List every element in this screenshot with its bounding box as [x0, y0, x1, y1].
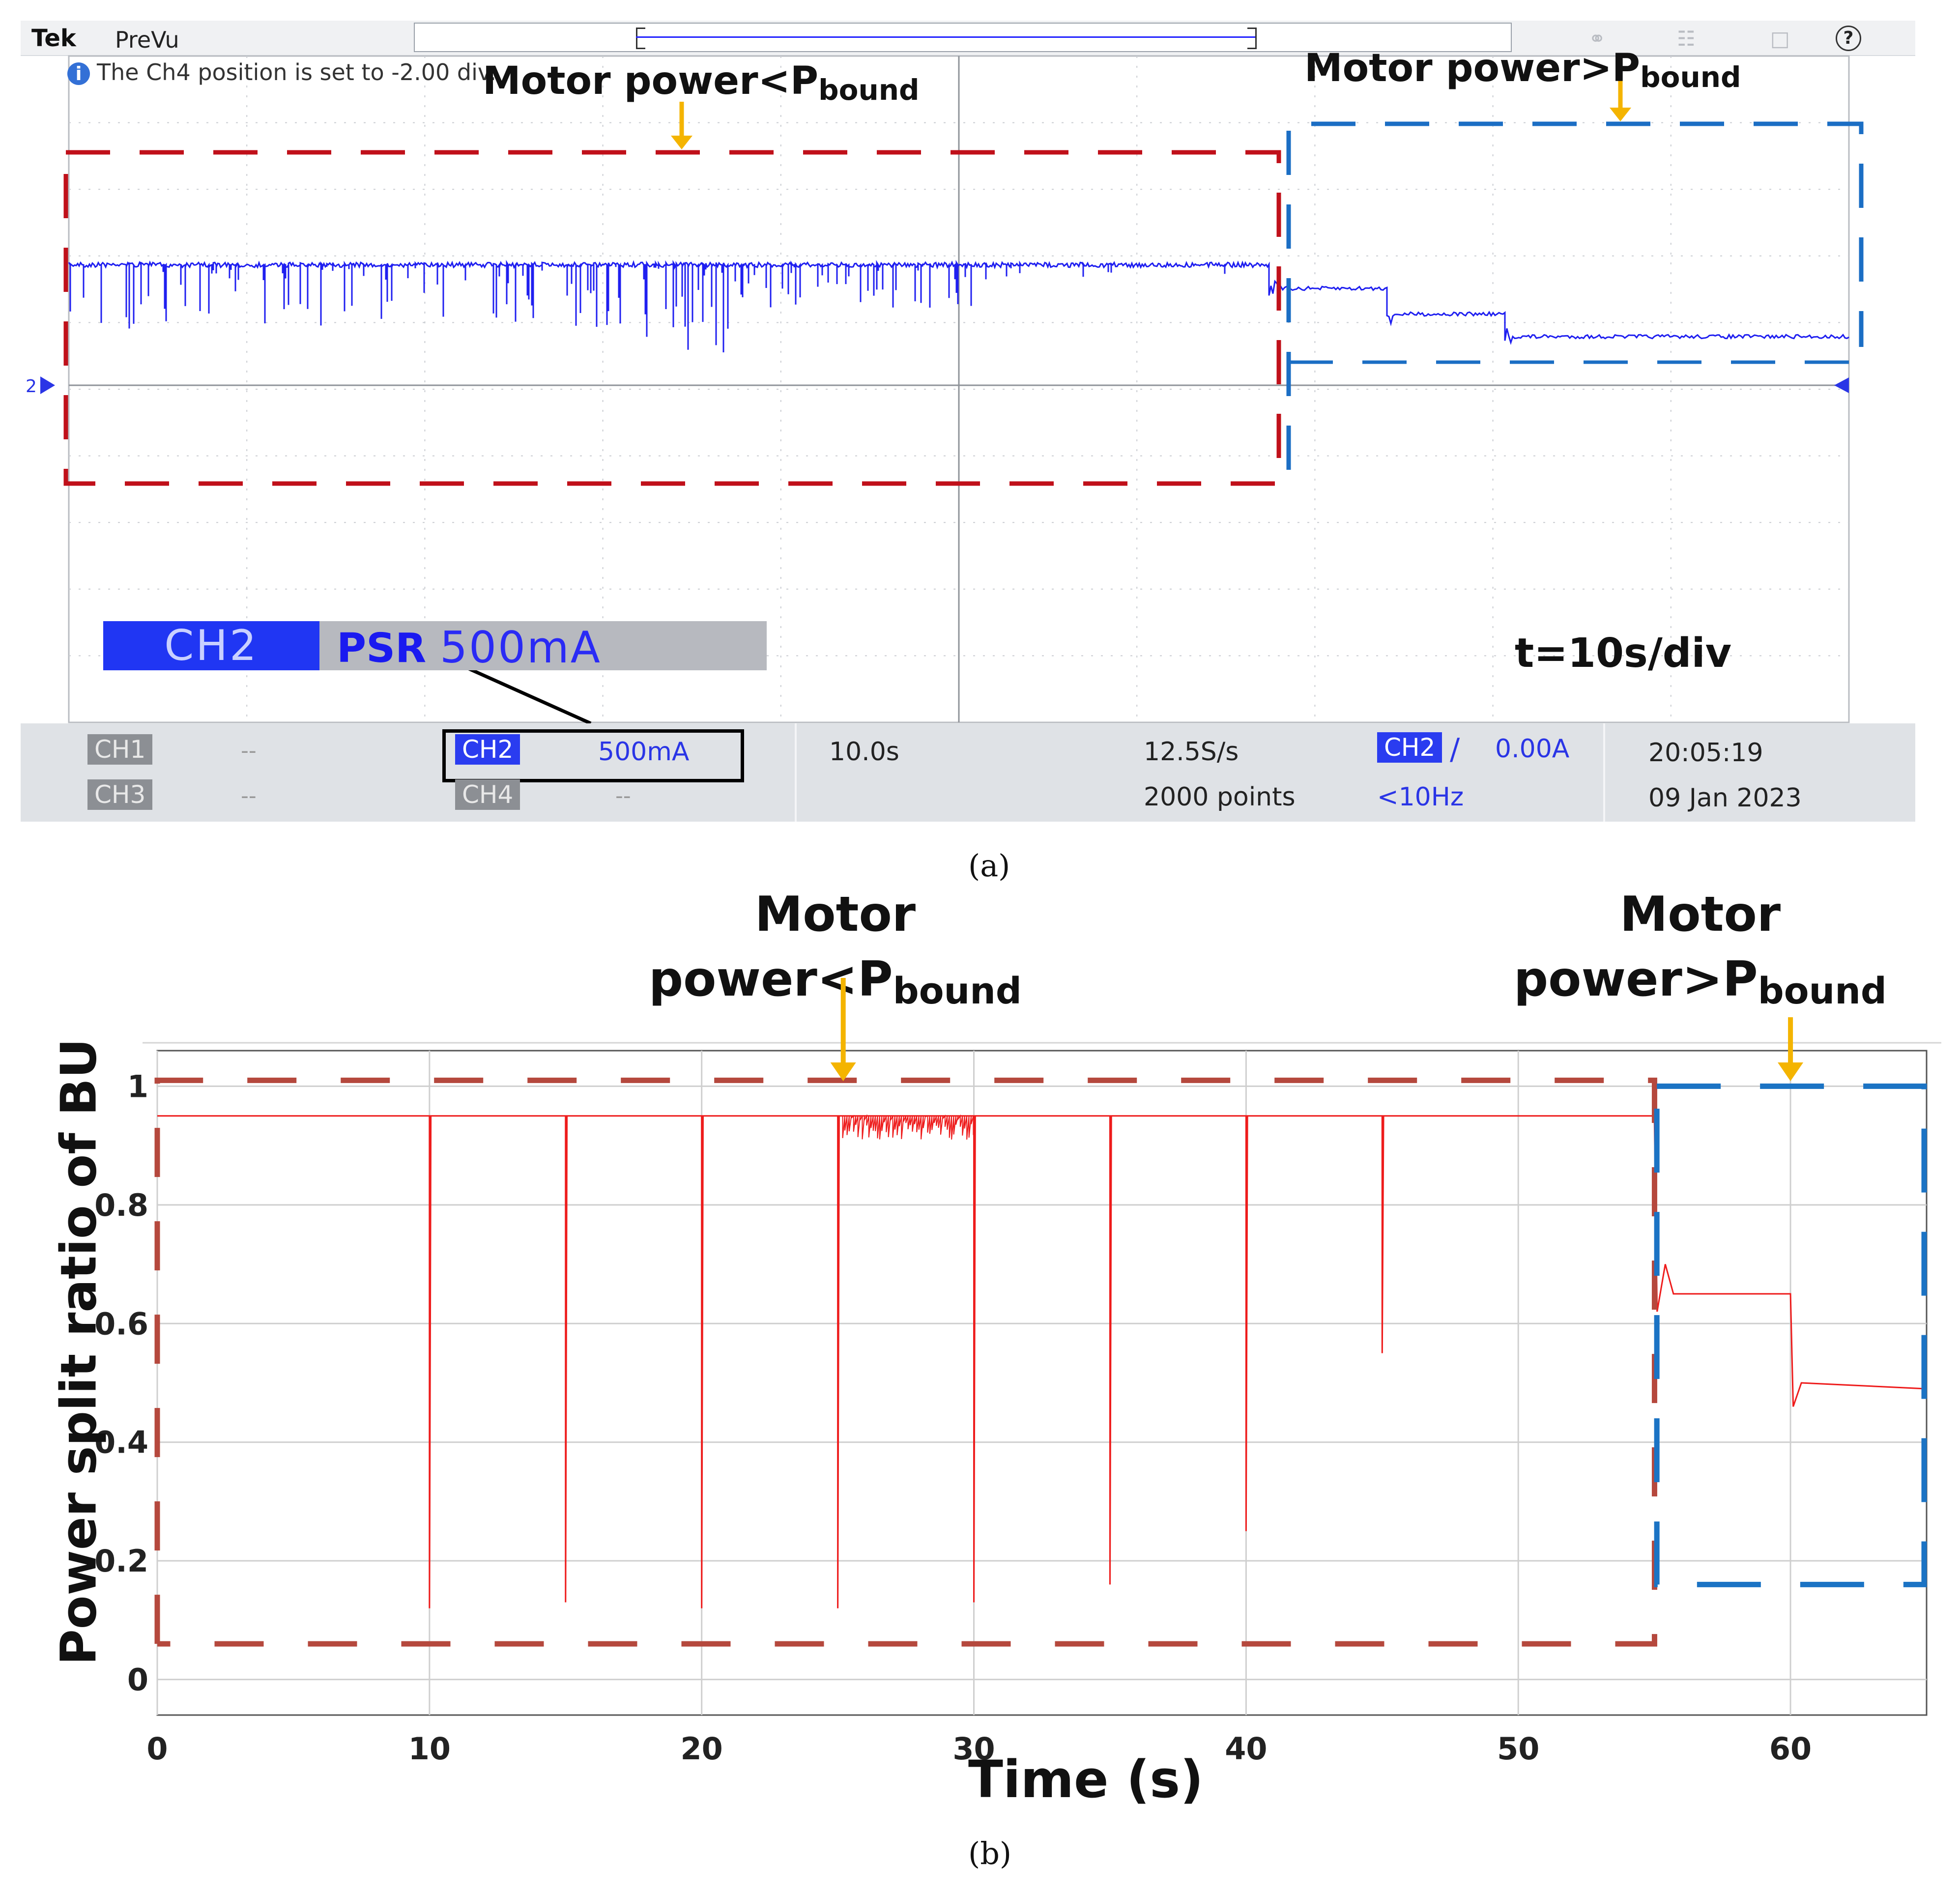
x-tick-label: 0 — [146, 1731, 168, 1767]
x-tick-label: 40 — [1225, 1731, 1267, 1767]
plot-annotation-above-line2: power>Pbound — [1514, 947, 1887, 1016]
export-icon[interactable]: □ — [1770, 27, 1790, 51]
channel-badge: CH2 — [103, 621, 319, 670]
caption-b: (b) — [968, 1835, 1012, 1871]
message-text: The Ch4 position is set to -2.00 div. — [97, 59, 497, 86]
status-bar: CH1 -- CH3 -- CH2 500mA CH4 -- 10.0s 12.… — [21, 723, 1915, 822]
help-icon[interactable]: ? — [1836, 26, 1861, 51]
annotation-below-main: Motor power<P — [483, 59, 819, 103]
status-divider — [1603, 723, 1605, 822]
channel-name: PSR — [337, 625, 427, 672]
y-axis-label: Power split ratio of BU — [50, 1038, 108, 1665]
x-axis-label: Time (s) — [968, 1749, 1204, 1809]
ch4-value: -- — [615, 783, 631, 808]
scope-graticule: 2 — [26, 55, 1864, 725]
trigger-source-badge[interactable]: CH2 — [1377, 732, 1442, 763]
oscilloscope-panel: Tek PreVu ⚭ ☷ □ ? 2 i The Ch4 position is… — [21, 21, 1915, 822]
annotation-below-sub: bound — [818, 73, 920, 107]
y-tick-label: 0.8 — [94, 1187, 148, 1223]
above-bound-box — [1286, 121, 1864, 470]
ch1-value: -- — [241, 738, 257, 763]
ch1-badge[interactable]: CH1 — [87, 734, 153, 765]
trigger-level: 0.00A — [1495, 734, 1570, 764]
plot-annotation-above-line1: Motor — [1619, 887, 1781, 943]
timebase-label: t=10s/div — [1515, 630, 1732, 677]
plot-annotation-arrowhead — [830, 1062, 856, 1081]
annotation-above-bound: Motor power>Pbound — [1304, 46, 1741, 94]
annotation-above-sub: bound — [1640, 60, 1741, 94]
annotation-arrowhead — [671, 136, 692, 149]
clock-date: 09 Jan 2023 — [1648, 783, 1802, 813]
annotation-below-bound: Motor power<Pbound — [483, 59, 920, 107]
info-icon: i — [67, 62, 90, 85]
ch2-badge[interactable]: CH2 — [455, 734, 520, 765]
region-above-bound — [1654, 1083, 1927, 1587]
y-tick-label: 0.4 — [94, 1425, 148, 1460]
wifi-icon[interactable]: ⚭ — [1588, 27, 1606, 51]
x-tick-label: 60 — [1769, 1731, 1812, 1767]
ground-marker-label: 2 — [26, 376, 37, 397]
series-ripple — [840, 1114, 974, 1140]
ch3-badge[interactable]: CH3 — [87, 779, 153, 810]
y-tick-label: 0 — [127, 1662, 148, 1698]
annotation-above-main: Motor power>P — [1304, 46, 1641, 90]
ground-marker — [40, 376, 55, 394]
plot-annotation-below-line1: Motor — [754, 887, 916, 943]
horizontal-scale[interactable]: 10.0s — [829, 737, 899, 767]
plot-annotation-below-main: power<P — [649, 951, 893, 1008]
record-end-bracket — [1247, 28, 1257, 49]
rising-edge-icon: ∕ — [1450, 732, 1460, 767]
ch4-badge[interactable]: CH4 — [455, 779, 520, 810]
plot-annotation-below-line2: power<Pbound — [649, 947, 1022, 1016]
plot-area — [156, 1050, 1928, 1716]
record-view-bar[interactable] — [414, 23, 1512, 52]
y-tick-label: 0.6 — [94, 1306, 148, 1342]
plot-annotation-above-sub: bound — [1758, 970, 1887, 1013]
record-length: 2000 points — [1144, 782, 1296, 812]
y-tick-label: 0.2 — [94, 1543, 148, 1579]
plot-annotation-below-bound: Motor power<Pbound — [649, 882, 1022, 1016]
scope-toolbar: Tek PreVu ⚭ ☷ □ ? — [21, 21, 1915, 56]
caption-a: (a) — [968, 848, 1010, 884]
plot-annotation-above-main: power>P — [1514, 951, 1758, 1008]
below-bound-box — [63, 150, 1281, 486]
region-below-bound — [154, 1077, 1657, 1647]
record-start-bracket — [636, 28, 645, 49]
clock-time: 20:05:19 — [1648, 738, 1763, 768]
y-tick-label: 1 — [127, 1068, 148, 1104]
plot-annotation-above-bound: Motor power>Pbound — [1514, 882, 1887, 1016]
annotation-arrowhead — [1610, 108, 1631, 121]
plot-annotation-arrowhead — [1778, 1062, 1804, 1081]
network-icon[interactable]: ☷ — [1677, 27, 1696, 51]
channel-label: CH2 PSR 500mA — [103, 621, 767, 673]
brand-logo: Tek — [31, 25, 76, 52]
trigger-frequency: <10Hz — [1377, 782, 1464, 812]
psr-trace — [68, 259, 1849, 352]
mode-label: PreVu — [115, 27, 179, 53]
record-window — [636, 36, 1255, 38]
ch2-value: 500mA — [598, 737, 690, 767]
channel-scale: 500mA — [440, 622, 602, 673]
x-tick-label: 30 — [952, 1731, 995, 1767]
series-line — [157, 1115, 1927, 1608]
ch3-value: -- — [241, 783, 257, 808]
ch2-highlight-box — [442, 729, 744, 782]
plot-annotation-below-sub: bound — [893, 970, 1022, 1013]
x-tick-label: 10 — [408, 1731, 451, 1767]
x-tick-label: 20 — [681, 1731, 723, 1767]
trigger-marker — [1834, 377, 1849, 393]
sample-rate: 12.5S/s — [1144, 737, 1239, 767]
status-divider — [795, 723, 797, 822]
scope-message: i The Ch4 position is set to -2.00 div. — [67, 59, 496, 86]
x-tick-label: 50 — [1497, 1731, 1539, 1767]
